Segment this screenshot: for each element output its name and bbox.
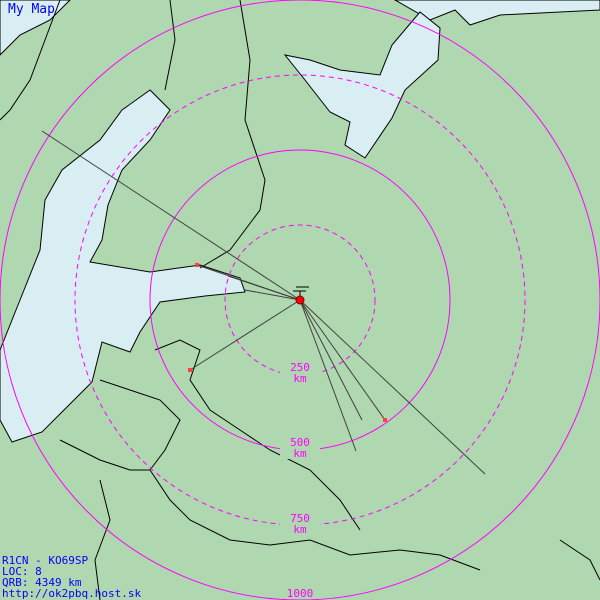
ring-label-750: 750 km (280, 513, 320, 535)
station-marker[interactable] (295, 295, 305, 305)
barents-sea (393, 0, 600, 26)
website-link[interactable]: http://ok2pbq.host.sk (2, 587, 142, 600)
ring-value: 250 (290, 361, 310, 374)
station-callsign: R1CN - KO69SP (2, 554, 89, 567)
contact-markers (188, 263, 387, 422)
ring-unit: km (293, 447, 307, 460)
ring-label-500: 500 km (280, 437, 320, 459)
ring-value: 1000 (286, 587, 314, 600)
ring-value: 750 (290, 512, 310, 525)
info-panel: R1CN - KO69SP LOC: 8 QRB: 4349 km http:/… (2, 555, 141, 599)
ring-label-1000: 1000 (280, 588, 320, 599)
water-bodies (0, 0, 600, 443)
ring-value: 500 (290, 436, 310, 449)
qrb-distance: QRB: 4349 km (2, 576, 82, 589)
white-sea (283, 11, 441, 159)
loc-count: LOC: 8 (2, 565, 42, 578)
map-title: My Map (8, 2, 55, 17)
norwegian-sea (0, 0, 71, 56)
ring-unit: km (293, 523, 307, 536)
ring-unit: km (293, 372, 307, 385)
baltic-sea (0, 89, 246, 443)
contact-lines (41, 130, 486, 475)
ring-label-250: 250 km (280, 362, 320, 384)
